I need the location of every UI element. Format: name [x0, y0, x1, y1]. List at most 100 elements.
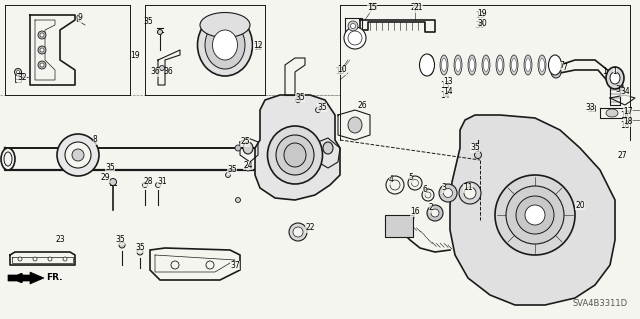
Text: 12: 12 — [253, 41, 263, 49]
Ellipse shape — [225, 173, 230, 177]
Ellipse shape — [245, 165, 251, 171]
Text: 34: 34 — [620, 87, 630, 97]
Text: 15: 15 — [368, 4, 378, 12]
Ellipse shape — [470, 58, 474, 71]
Ellipse shape — [344, 27, 366, 49]
Ellipse shape — [323, 142, 333, 154]
Text: 28: 28 — [143, 177, 153, 187]
Text: 18: 18 — [620, 121, 630, 130]
Ellipse shape — [38, 61, 46, 69]
Ellipse shape — [268, 126, 323, 184]
Polygon shape — [8, 272, 44, 284]
Text: 20: 20 — [575, 201, 585, 210]
Ellipse shape — [198, 14, 253, 76]
Ellipse shape — [1, 148, 15, 170]
Ellipse shape — [284, 143, 306, 167]
Text: 6: 6 — [422, 186, 428, 195]
Text: 16: 16 — [410, 207, 420, 217]
Text: 2: 2 — [429, 204, 433, 212]
Text: 30: 30 — [475, 20, 485, 29]
Ellipse shape — [442, 58, 447, 71]
Ellipse shape — [516, 196, 554, 234]
Ellipse shape — [348, 31, 362, 45]
Text: 21: 21 — [413, 4, 423, 12]
Text: 33: 33 — [587, 106, 597, 115]
Ellipse shape — [65, 142, 91, 168]
Text: 18: 18 — [623, 117, 633, 127]
Ellipse shape — [289, 223, 307, 241]
Text: 31: 31 — [157, 177, 167, 187]
Ellipse shape — [474, 152, 481, 159]
Text: 35: 35 — [470, 144, 480, 152]
Ellipse shape — [468, 55, 476, 75]
Text: 35: 35 — [317, 102, 327, 112]
Bar — [385, 215, 413, 237]
Ellipse shape — [276, 135, 314, 175]
Ellipse shape — [495, 175, 575, 255]
Ellipse shape — [538, 55, 546, 75]
Text: FR.: FR. — [46, 273, 63, 283]
Text: 5: 5 — [408, 174, 413, 182]
Text: 35: 35 — [295, 93, 305, 101]
Ellipse shape — [33, 257, 37, 261]
Text: 8: 8 — [93, 136, 97, 145]
Ellipse shape — [428, 58, 433, 71]
Text: 22: 22 — [305, 224, 315, 233]
Ellipse shape — [551, 66, 561, 78]
Polygon shape — [150, 248, 240, 280]
Text: 25: 25 — [240, 137, 250, 146]
Text: 33: 33 — [585, 103, 595, 113]
Ellipse shape — [440, 55, 448, 75]
Text: 10: 10 — [335, 68, 345, 77]
Ellipse shape — [316, 108, 321, 113]
Text: 21: 21 — [410, 4, 420, 12]
Ellipse shape — [351, 24, 355, 28]
Text: 9: 9 — [77, 13, 83, 23]
Ellipse shape — [63, 257, 67, 261]
Text: 32: 32 — [17, 73, 27, 83]
Text: 23: 23 — [55, 235, 65, 244]
Text: 19: 19 — [475, 11, 485, 19]
Ellipse shape — [348, 117, 362, 133]
Ellipse shape — [171, 261, 179, 269]
Ellipse shape — [459, 182, 481, 204]
Ellipse shape — [511, 58, 516, 71]
Ellipse shape — [236, 197, 241, 203]
Ellipse shape — [419, 54, 435, 76]
Ellipse shape — [390, 180, 400, 190]
Ellipse shape — [425, 192, 431, 198]
Ellipse shape — [439, 184, 457, 202]
Text: 9: 9 — [76, 16, 81, 25]
Ellipse shape — [412, 180, 419, 187]
Ellipse shape — [348, 21, 358, 31]
Ellipse shape — [38, 31, 46, 39]
Ellipse shape — [57, 134, 99, 176]
Ellipse shape — [38, 46, 46, 54]
Ellipse shape — [40, 48, 44, 52]
Ellipse shape — [40, 33, 44, 37]
Ellipse shape — [200, 12, 250, 38]
Text: 13: 13 — [443, 78, 453, 86]
Ellipse shape — [482, 55, 490, 75]
Ellipse shape — [454, 55, 462, 75]
Ellipse shape — [540, 58, 545, 71]
Text: 29: 29 — [100, 174, 110, 182]
Text: 1: 1 — [612, 68, 618, 77]
Ellipse shape — [119, 242, 125, 248]
Text: 11: 11 — [463, 183, 473, 192]
Text: 35: 35 — [105, 164, 115, 173]
Text: 35: 35 — [135, 243, 145, 253]
Text: 36: 36 — [150, 68, 160, 77]
Text: 13: 13 — [440, 80, 450, 90]
Ellipse shape — [427, 205, 443, 221]
Ellipse shape — [408, 176, 422, 190]
Text: 27: 27 — [617, 151, 627, 160]
Ellipse shape — [109, 179, 116, 186]
Ellipse shape — [243, 142, 253, 154]
Text: 1: 1 — [603, 68, 607, 77]
Text: 24: 24 — [243, 160, 253, 169]
Text: 17: 17 — [620, 110, 630, 120]
Ellipse shape — [15, 69, 22, 76]
Ellipse shape — [40, 63, 44, 67]
Text: 14: 14 — [443, 87, 453, 97]
